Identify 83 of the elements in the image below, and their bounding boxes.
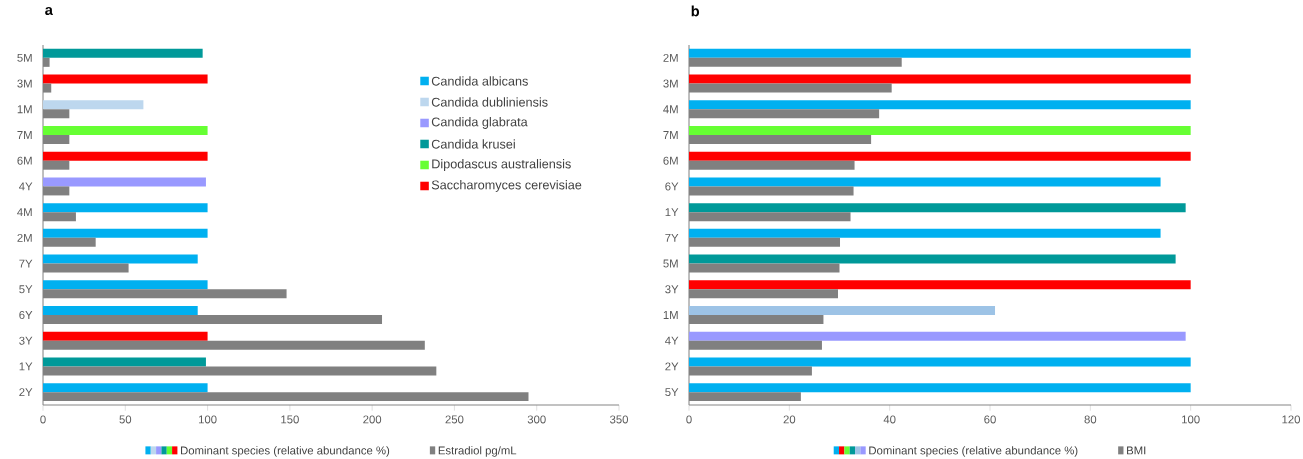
x-tick-label: 100 (198, 415, 217, 424)
y-tick-label: 6M (17, 156, 32, 165)
bar (689, 280, 1191, 290)
bar (689, 100, 1191, 110)
y-tick-label: 2M (663, 53, 678, 62)
x-tick-label: 300 (527, 415, 546, 424)
y-tick-label: 1M (17, 105, 32, 114)
bar (43, 383, 208, 393)
x-tick-label: 20 (783, 415, 796, 424)
y-tick-label: 3M (17, 79, 32, 88)
bar (689, 254, 1176, 264)
x-tick-label: 80 (1084, 415, 1097, 424)
bar (689, 203, 1186, 213)
y-tick-label: 7Y (665, 233, 679, 242)
y-tick-label: 4Y (665, 336, 679, 345)
x-tick-label: 0 (40, 415, 46, 424)
y-tick-label: 2Y (665, 362, 679, 371)
bar (43, 203, 208, 213)
y-tick-label: 7Y (19, 259, 33, 268)
bar (43, 254, 198, 264)
y-tick-label: 1Y (19, 362, 33, 371)
bar (43, 151, 208, 161)
y-tick-label: 4Y (19, 182, 33, 191)
text: Estradiol pg/mL (438, 446, 517, 457)
bar (689, 177, 1161, 187)
bar (689, 48, 1191, 58)
y-tick-label: 4M (17, 208, 32, 217)
legend-label: Dominant species (relative abundance %) (869, 446, 1078, 457)
y-tick-label: 7M (663, 131, 678, 139)
x-tick-label: 250 (445, 415, 464, 424)
bar (43, 280, 208, 290)
legend-label: Candida krusei (431, 139, 515, 149)
y-tick-label: 3Y (665, 285, 679, 294)
x-tick-label: 100 (1182, 415, 1200, 424)
y-tick-label: 1M (663, 311, 678, 319)
bar (43, 125, 208, 135)
bar (689, 357, 1191, 367)
bar (689, 151, 1191, 161)
x-tick-label: 50 (119, 415, 132, 424)
legend-label: BMI (1127, 446, 1146, 455)
x-tick-label: 350 (609, 415, 629, 424)
bar (43, 357, 206, 367)
bar (43, 331, 208, 341)
x-tick-label: 200 (363, 415, 382, 424)
legend-label: Candida albicans (431, 76, 528, 86)
chart-title: b (691, 5, 700, 17)
y-tick-label: 6Y (665, 182, 679, 191)
bar (689, 74, 1191, 84)
legend-label: Candida dubliniensis (431, 97, 548, 107)
bar (689, 331, 1186, 341)
bar (689, 383, 1191, 393)
bar (43, 74, 208, 84)
y-tick-label: 5M (17, 53, 32, 62)
bar (43, 48, 203, 58)
bar (43, 305, 198, 315)
bar (43, 177, 206, 187)
bar (689, 305, 996, 315)
y-tick-label: 7M (17, 131, 32, 139)
x-tick-label: 40 (883, 415, 896, 424)
y-tick-label: 6Y (19, 310, 33, 319)
x-tick-label: 120 (1282, 415, 1300, 424)
bar (43, 228, 208, 238)
y-tick-label: 5Y (665, 388, 679, 397)
x-tick-label: 0 (686, 415, 692, 424)
y-tick-label: 1Y (665, 208, 679, 217)
y-tick-label: 2M (17, 233, 32, 242)
bar (43, 100, 144, 110)
x-tick-label: 150 (281, 415, 299, 424)
y-tick-label: 5Y (19, 285, 33, 294)
y-tick-label: 3M (663, 79, 678, 88)
legend-label: Dipodascus australiensis (432, 159, 571, 171)
chart-title: a (45, 6, 53, 16)
bar (689, 125, 1191, 135)
bar (689, 228, 1161, 238)
y-tick-label: 5M (663, 259, 678, 268)
y-tick-label: 3Y (19, 336, 33, 345)
y-tick-label: 4M (663, 105, 678, 114)
y-tick-label: 2Y (19, 388, 33, 397)
x-tick-label: 60 (984, 415, 996, 424)
text: Dominant species (relative abundance %) (181, 446, 390, 457)
y-tick-label: 6M (663, 156, 678, 165)
legend-label: Candida glabrata (431, 117, 528, 129)
legend-label: Saccharomyces cerevisiae (431, 180, 582, 192)
